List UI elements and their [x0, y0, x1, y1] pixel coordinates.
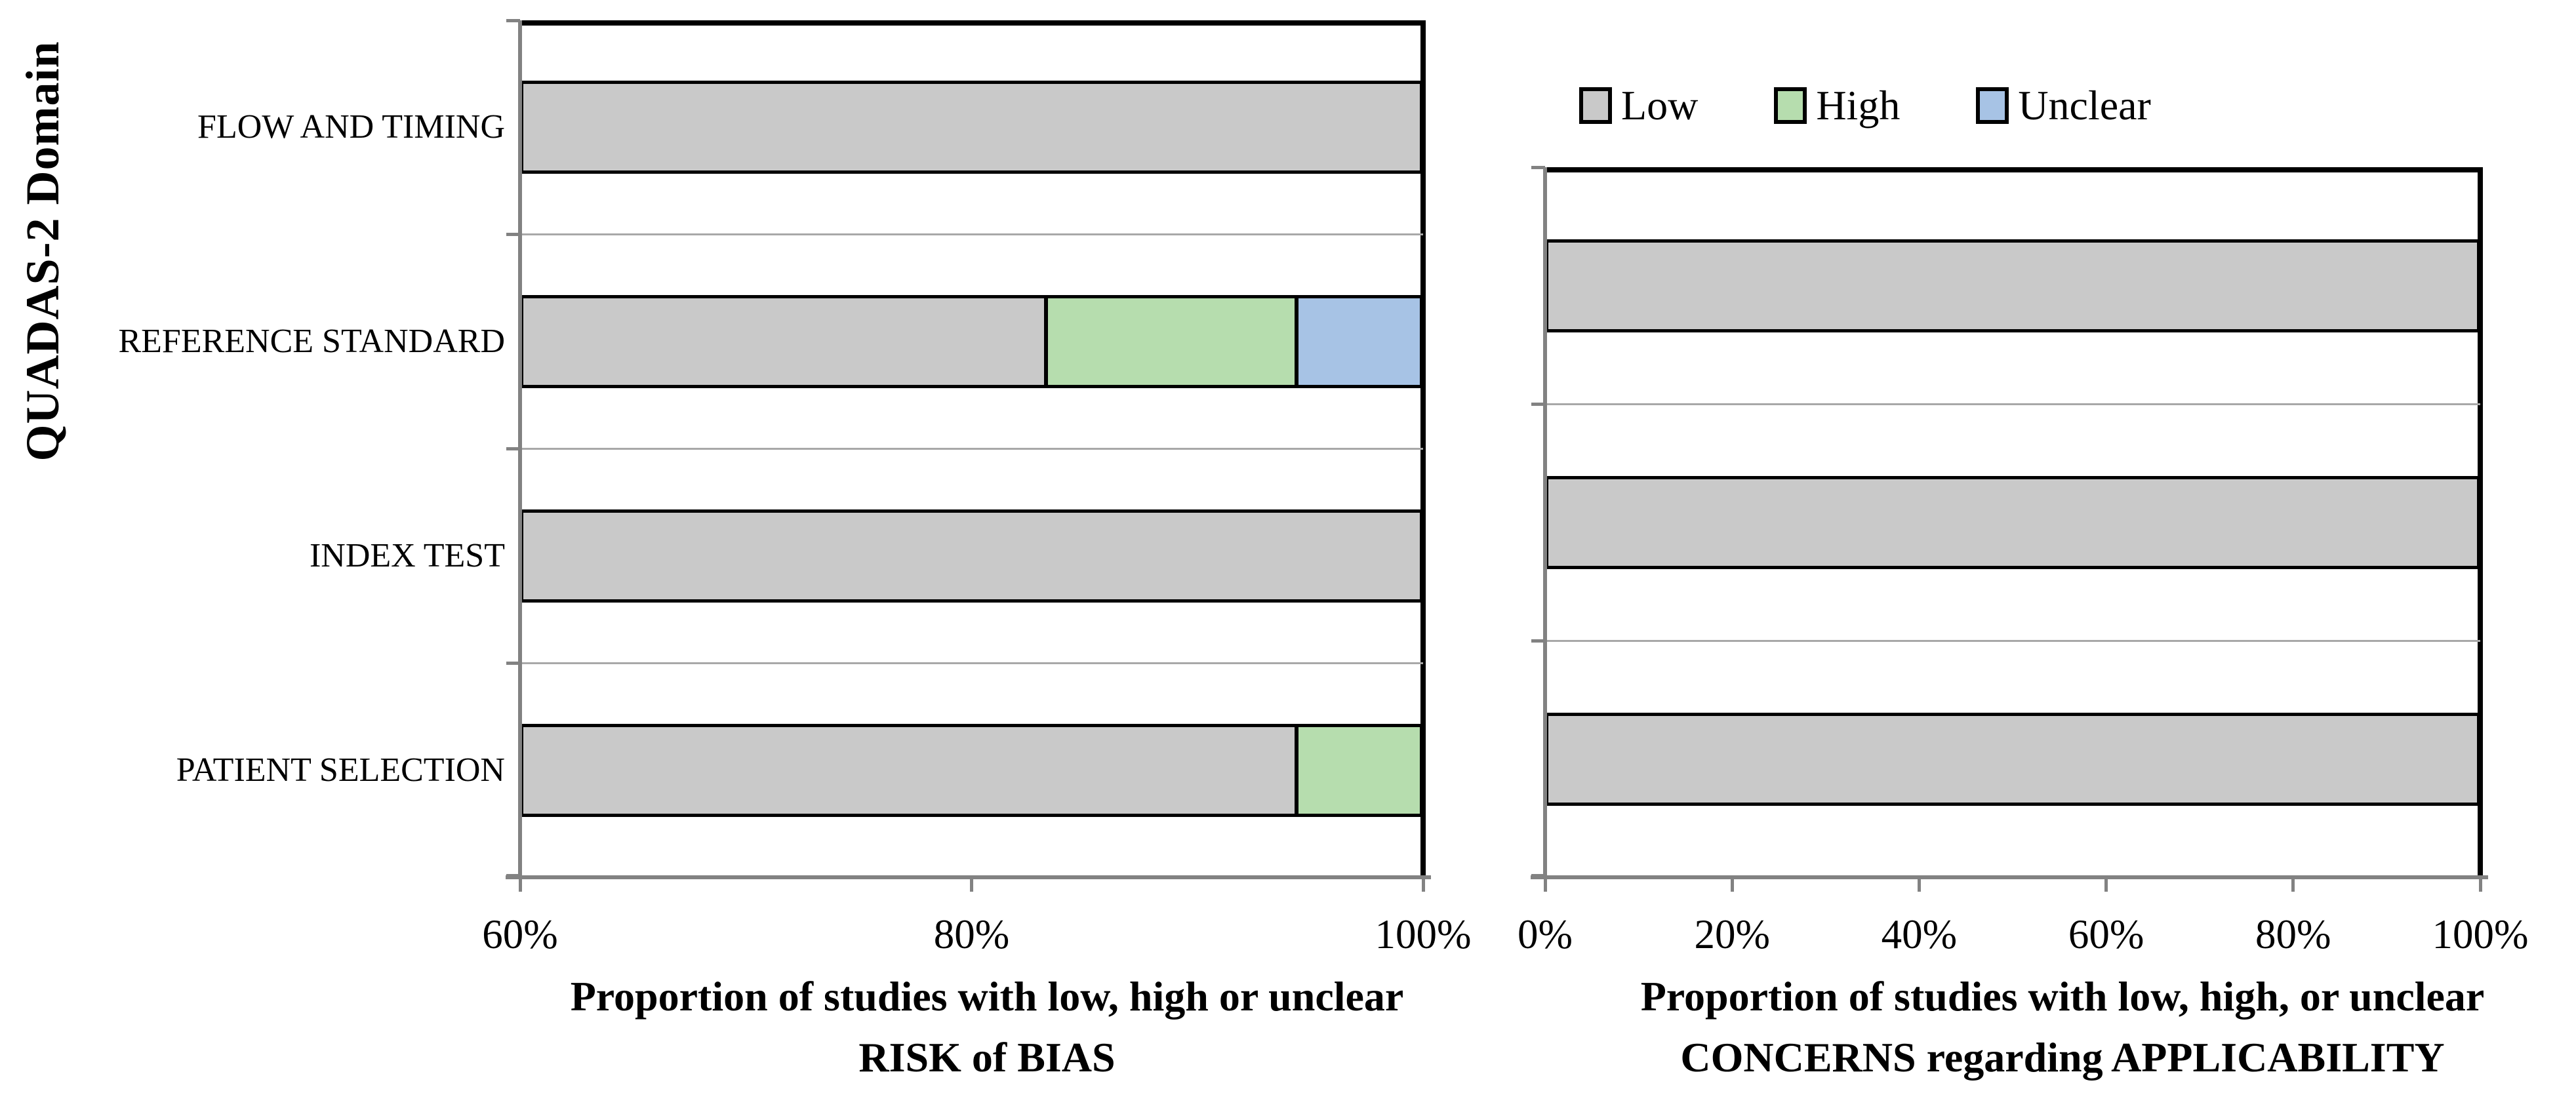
x-axis-line	[1531, 875, 2488, 879]
bar-segment-divider	[1295, 295, 1299, 389]
x-axis-tick	[1421, 877, 1425, 892]
applicability-chart-title-line2: CONCERNS regarding APPLICABILITY	[1680, 1034, 2445, 1081]
bar-border	[1545, 475, 2480, 569]
legend-swatch-low-icon	[1579, 87, 1612, 124]
category-label-reference-standard: REFERENCE STANDARD	[118, 323, 505, 360]
bar-segment-divider	[1044, 295, 1049, 389]
x-axis-tick	[2478, 877, 2482, 892]
legend-swatch-high-icon	[1774, 87, 1807, 124]
x-axis-tick	[1917, 877, 1921, 892]
category-axis-tick	[1531, 165, 1545, 169]
bar-patient-selection	[520, 723, 1423, 817]
bar-index-test	[520, 509, 1423, 603]
category-axis-tick	[506, 18, 520, 22]
x-axis-tick	[2104, 877, 2108, 892]
bar-segment-high	[1046, 295, 1297, 389]
bar-segment-low	[520, 509, 1423, 603]
plot-border-right	[2478, 167, 2483, 877]
category-gridline	[520, 233, 1423, 236]
applicability-plot: 0% 20% 40% 60% 80% 100%	[1518, 165, 2528, 957]
bar-segment-high	[1297, 723, 1423, 817]
x-tick-label: 100%	[1375, 911, 1472, 957]
x-tick-label: 80%	[933, 911, 1010, 957]
category-axis-tick	[1531, 639, 1545, 643]
plot-border-top	[518, 20, 1426, 26]
x-axis-tick	[1730, 877, 1734, 892]
x-tick-label: 100%	[2432, 911, 2529, 957]
bar-segment-low	[520, 81, 1423, 174]
bar-row-1	[1545, 475, 2480, 569]
category-label-patient-selection: PATIENT SELECTION	[176, 751, 505, 789]
bar-border	[1545, 239, 2480, 332]
category-axis-tick	[506, 873, 520, 877]
legend-label-low: Low	[1621, 82, 1699, 129]
legend-label-high: High	[1816, 82, 1901, 129]
bar-segment-low	[1545, 475, 2480, 569]
category-label-flow-and-timing: FLOW AND TIMING	[197, 108, 505, 146]
risk-chart-title: Proportion of studies with low, high or …	[410, 966, 1564, 1088]
x-tick-label: 0%	[1518, 911, 1573, 957]
bar-reference-standard	[520, 295, 1423, 389]
legend-item-high: High	[1774, 83, 1900, 129]
bar-flow-and-timing	[520, 81, 1423, 174]
legend-label-unclear: Unclear	[2018, 82, 2151, 129]
bar-border	[520, 295, 1423, 389]
x-axis-line	[506, 875, 1431, 879]
bar-segment-low	[520, 723, 1297, 817]
bar-segment-divider	[1295, 723, 1299, 817]
risk-chart-title-line2: RISK of BIAS	[858, 1034, 1116, 1081]
risk-of-bias-plot: 60% 80% 100%	[482, 18, 1471, 957]
x-tick-label: 60%	[482, 911, 558, 957]
x-axis-tick	[2291, 877, 2295, 892]
bar-border	[520, 723, 1423, 817]
x-tick-label: 20%	[1694, 911, 1770, 957]
bar-border	[1545, 712, 2480, 806]
y-axis-line	[1543, 167, 1547, 877]
bar-segment-unclear	[1297, 295, 1423, 389]
x-tick-label: 80%	[2255, 911, 2331, 957]
category-gridline	[520, 448, 1423, 450]
category-gridline	[520, 662, 1423, 664]
legend-item-unclear: Unclear	[1976, 83, 2151, 129]
x-axis-tick	[1543, 877, 1547, 892]
applicability-chart-title: Proportion of studies with low, high, or…	[1485, 966, 2576, 1088]
bar-segment-low	[520, 295, 1047, 389]
bar-segment-low	[1545, 239, 2480, 332]
y-axis-line	[518, 20, 522, 877]
x-axis-tick	[970, 877, 973, 892]
category-axis-tick	[506, 447, 520, 450]
category-axis-tick	[1531, 402, 1545, 406]
category-axis-tick	[506, 233, 520, 237]
applicability-chart-title-line1: Proportion of studies with low, high, or…	[1640, 973, 2485, 1020]
category-axis-tick	[1531, 873, 1545, 877]
bar-segment-low	[1545, 712, 2480, 806]
legend-swatch-unclear-icon	[1976, 87, 2009, 124]
y-axis-title: QUADAS-2 Domain	[16, 41, 69, 462]
category-gridline	[1545, 403, 2480, 405]
x-tick-label: 40%	[1881, 911, 1958, 957]
legend-item-low: Low	[1579, 83, 1698, 129]
bar-row-0	[1545, 239, 2480, 332]
x-axis-tick	[518, 877, 522, 892]
category-axis-tick	[506, 661, 520, 665]
risk-chart-title-line1: Proportion of studies with low, high or …	[570, 973, 1404, 1020]
plot-border-top	[1543, 167, 2483, 172]
legend: Low High Unclear	[1579, 83, 2151, 129]
plot-border-right	[1420, 20, 1426, 877]
category-gridline	[1545, 639, 2480, 642]
bar-border	[520, 509, 1423, 603]
bar-border	[520, 81, 1423, 174]
bar-row-2	[1545, 712, 2480, 806]
category-label-index-test: INDEX TEST	[309, 537, 505, 574]
x-tick-label: 60%	[2068, 911, 2144, 957]
